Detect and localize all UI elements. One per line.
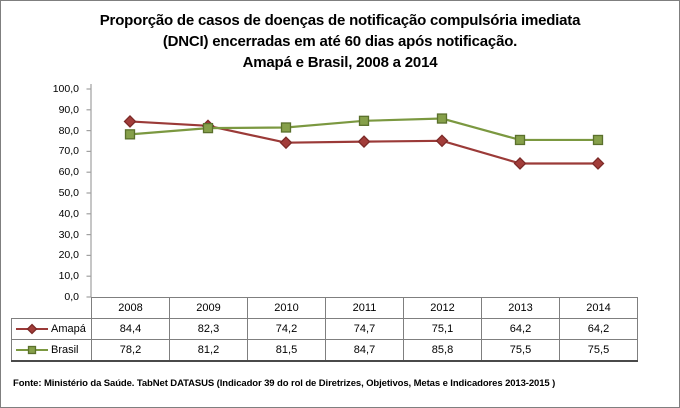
year-header-row: 2008 2009 2010 2011 2012 2013 2014 xyxy=(12,297,638,319)
value-cell: 74,7 xyxy=(325,318,404,340)
diamond-marker xyxy=(123,115,137,128)
series-line-amapa xyxy=(129,120,598,165)
year-header: 2008 xyxy=(91,297,170,319)
y-tick-label: 90,0 xyxy=(58,103,79,116)
y-tick-label: 10,0 xyxy=(58,270,79,283)
value-cell: 75,5 xyxy=(481,339,560,362)
y-tick-label: 30,0 xyxy=(58,228,79,241)
square-marker xyxy=(124,129,136,140)
value-cell: 82,3 xyxy=(169,318,248,340)
source-note: Fonte: Ministério da Saúde. TabNet DATAS… xyxy=(13,378,556,389)
legend-label: Amapá xyxy=(51,323,86,336)
square-marker xyxy=(280,122,292,133)
legend-key-amapa xyxy=(16,323,48,335)
year-header: 2009 xyxy=(169,297,248,319)
table-row-brasil: Brasil 78,2 81,2 81,5 84,7 85,8 75,5 75,5 xyxy=(11,339,638,362)
value-cell: 74,2 xyxy=(247,318,326,340)
diamond-marker xyxy=(201,119,215,133)
diamond-marker xyxy=(513,157,527,170)
y-tick-label: 60,0 xyxy=(58,166,79,179)
square-marker xyxy=(27,345,37,355)
year-header: 2012 xyxy=(403,297,482,319)
value-cell: 81,2 xyxy=(169,339,248,362)
y-tick-label: 80,0 xyxy=(58,124,79,137)
table-row-amapa: Amapá 84,4 82,3 74,2 74,7 75,1 64,2 64,2 xyxy=(11,318,638,340)
value-cell: 84,4 xyxy=(91,318,170,340)
value-cell: 64,2 xyxy=(559,318,638,340)
y-tick-label: 40,0 xyxy=(58,207,79,220)
series-line-brasil xyxy=(129,117,598,142)
year-header: 2011 xyxy=(325,297,404,319)
diamond-marker xyxy=(357,135,371,149)
data-table: 2008 2009 2010 2011 2012 2013 2014 Amapá 84,4 82… xyxy=(11,297,638,362)
value-cell: 84,7 xyxy=(325,339,404,362)
diamond-marker xyxy=(279,136,293,150)
square-marker xyxy=(514,134,526,146)
diamond-marker xyxy=(435,134,449,148)
table-header: 2008 2009 2010 2011 2012 2013 2014 xyxy=(12,297,638,319)
value-cell: 75,1 xyxy=(403,318,482,340)
legend-label: Brasil xyxy=(51,344,79,357)
value-cell: 75,5 xyxy=(559,339,638,362)
square-marker xyxy=(202,122,214,134)
y-tick-label: 70,0 xyxy=(58,145,79,158)
y-tick-label: 0,0 xyxy=(64,291,79,303)
year-header: 2014 xyxy=(559,297,638,319)
y-tick-label: 100,0 xyxy=(52,83,79,95)
square-marker xyxy=(358,115,370,126)
square-marker xyxy=(436,113,448,124)
square-marker xyxy=(592,134,604,146)
chart-title: Proporção de casos de doenças de notific… xyxy=(99,12,581,71)
diamond-marker xyxy=(26,323,38,335)
value-cell: 78,2 xyxy=(91,339,170,362)
y-tick-label: 50,0 xyxy=(58,187,79,199)
year-header: 2010 xyxy=(247,297,326,319)
diamond-marker xyxy=(591,157,605,170)
year-header: 2013 xyxy=(481,297,560,319)
legend-key-brasil xyxy=(16,345,48,355)
legend-item-brasil: Brasil xyxy=(11,339,92,362)
y-tick-label: 20,0 xyxy=(58,249,79,262)
value-cell: 64,2 xyxy=(481,318,560,340)
table-body: Amapá 84,4 82,3 74,2 74,7 75,1 64,2 64,2 Brasil 7… xyxy=(11,318,638,362)
value-cell: 81,5 xyxy=(247,339,326,362)
legend-item-amapa: Amapá xyxy=(11,318,92,340)
value-cell: 85,8 xyxy=(403,339,482,362)
